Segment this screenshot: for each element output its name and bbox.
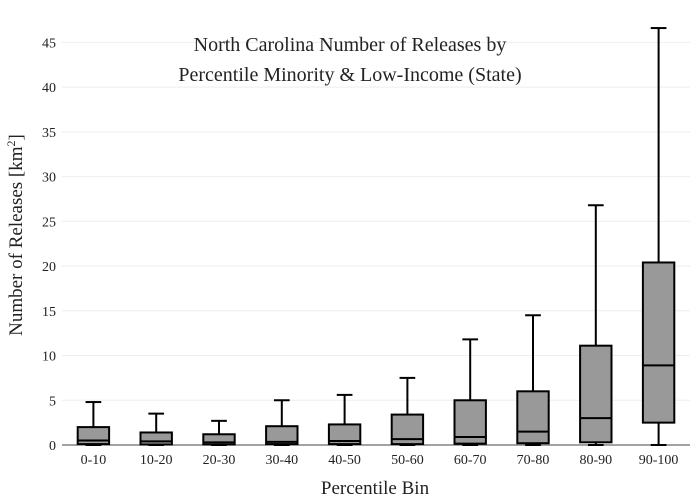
box-plot-30-40 bbox=[265, 399, 299, 446]
x-tick-label: 10-20 bbox=[140, 453, 173, 468]
iqr-box bbox=[76, 426, 111, 446]
y-axis-title-close: ] bbox=[6, 134, 27, 140]
y-tick-label: 20 bbox=[42, 260, 56, 275]
box-plot-0-10 bbox=[76, 401, 111, 446]
y-axis-title-superscript: 2 bbox=[4, 140, 18, 146]
x-axis-title: Percentile Bin bbox=[321, 478, 430, 499]
y-tick-label: 10 bbox=[42, 350, 56, 365]
y-tick-label: 30 bbox=[42, 171, 56, 186]
grid-layer bbox=[62, 41, 690, 401]
box-plot-80-90 bbox=[579, 204, 613, 446]
box-plot-70-80 bbox=[516, 314, 550, 446]
y-tick-label: 35 bbox=[42, 126, 56, 141]
y-tick-label: 5 bbox=[49, 394, 56, 409]
x-tick-label: 30-40 bbox=[265, 453, 298, 468]
chart-title-line: North Carolina Number of Releases by bbox=[194, 34, 507, 56]
box-plot-60-70 bbox=[453, 338, 487, 446]
box-layer bbox=[76, 27, 676, 446]
y-axis-title: Number of Releases [km2] bbox=[4, 134, 27, 336]
x-tick-label: 90-100 bbox=[639, 453, 679, 468]
y-tick-label: 0 bbox=[49, 439, 56, 454]
box-plot-50-60 bbox=[390, 376, 425, 446]
x-tick-label: 50-60 bbox=[391, 453, 424, 468]
x-tick-label: 80-90 bbox=[579, 453, 612, 468]
box-plot-90-100 bbox=[641, 27, 676, 446]
y-tick-label: 15 bbox=[42, 305, 56, 320]
chart-title-line: Percentile Minority & Low-Income (State) bbox=[178, 64, 521, 86]
x-tick-label: 40-50 bbox=[328, 453, 361, 468]
y-tick-label: 40 bbox=[42, 81, 56, 96]
y-tick-label: 25 bbox=[42, 215, 56, 230]
x-tick-label: 70-80 bbox=[517, 453, 550, 468]
box-plot-10-20 bbox=[139, 412, 173, 446]
iqr-box bbox=[139, 431, 173, 446]
iqr-box bbox=[265, 425, 299, 446]
box-plot-20-30 bbox=[202, 419, 236, 446]
y-tick-label: 45 bbox=[42, 36, 56, 51]
text-layer: 0 5 10 15 20 25 30 35 40 45 0-10 10-20 20-30 30-40 40-… bbox=[4, 34, 678, 499]
box-plot-40-50 bbox=[327, 393, 362, 446]
x-tick-label: 60-70 bbox=[454, 453, 487, 468]
iqr-box bbox=[579, 344, 613, 444]
x-tick-label: 0-10 bbox=[81, 453, 107, 468]
iqr-box bbox=[327, 423, 362, 446]
iqr-box bbox=[202, 433, 236, 446]
y-axis-title-main: Number of Releases [km bbox=[6, 146, 27, 336]
iqr-box bbox=[641, 261, 676, 424]
iqr-box bbox=[516, 390, 550, 445]
x-tick-label: 20-30 bbox=[203, 453, 236, 468]
